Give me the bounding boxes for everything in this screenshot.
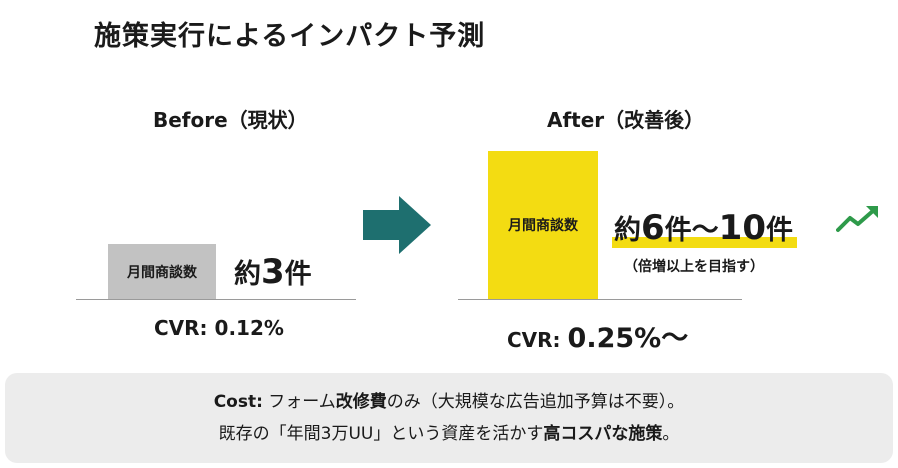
after-value-unit-from: 件〜	[664, 215, 719, 246]
before-value-prefix: 約	[234, 259, 261, 290]
before-cvr-label: CVR:	[154, 316, 208, 340]
before-heading: Before（現状）	[153, 108, 308, 132]
before-cvr: CVR: 0.12%	[154, 316, 284, 340]
after-value-prefix: 約	[614, 215, 641, 246]
cost-line-1: Cost: フォーム改修費のみ（大規模な広告追加予算は不要）。	[214, 386, 685, 418]
after-cvr-label: CVR:	[507, 328, 561, 352]
right-arrow-icon	[363, 196, 431, 254]
after-value-unit-to: 件	[766, 215, 793, 246]
page-title: 施策実行によるインパクト予測	[94, 21, 486, 52]
after-heading: After（改善後）	[547, 108, 705, 132]
after-bar-label: 月間商談数	[508, 218, 578, 234]
before-cvr-value: 0.12%	[214, 316, 284, 340]
after-cvr: CVR: 0.25%〜	[507, 316, 688, 355]
cost-line1-text-a: フォーム	[268, 392, 336, 412]
before-value-unit: 件	[284, 259, 312, 290]
cost-line2-bold: 高コスパな施策	[543, 424, 663, 444]
cost-line-2: 既存の「年間3万UU」という資産を活かす高コスパな施策。	[219, 418, 680, 450]
before-baseline	[76, 299, 356, 300]
cost-label: Cost:	[213, 392, 263, 412]
after-cvr-value: 0.25%〜	[567, 323, 689, 354]
after-value-number-from: 6	[641, 208, 665, 248]
cost-box: Cost: フォーム改修費のみ（大規模な広告追加予算は不要）。 既存の「年間3万…	[5, 373, 893, 463]
cost-line2-text-b: 。	[662, 424, 680, 444]
before-value: 約3件	[234, 252, 312, 292]
cost-line1-text-b: のみ（大規模な広告追加予算は不要）。	[386, 392, 685, 412]
before-value-number: 3	[261, 252, 285, 292]
cost-line2-text-a: 既存の「年間3万UU」という資産を活かす	[218, 424, 544, 444]
before-bar-label: 月間商談数	[127, 264, 197, 281]
trend-up-icon	[836, 206, 878, 232]
cost-line1-bold: 改修費	[335, 392, 387, 412]
after-bar: 月間商談数	[488, 151, 598, 299]
before-bar: 月間商談数	[108, 244, 216, 299]
after-note: （倍増以上を目指す）	[624, 259, 764, 275]
after-value: 約6件〜10件	[612, 208, 797, 248]
after-value-number-to: 10	[718, 208, 766, 248]
after-baseline	[458, 299, 742, 300]
